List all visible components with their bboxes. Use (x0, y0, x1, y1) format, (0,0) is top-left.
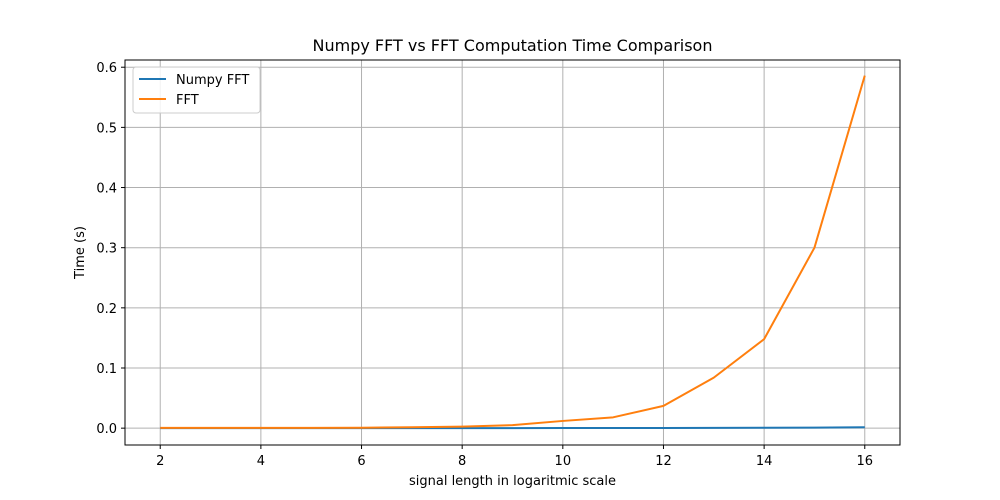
axis-ticks: 2 4 6 8 10 12 14 16 0.0 0.1 0.2 0.3 0.4 0.5 0.6 (96, 61, 873, 469)
y-axis-title: Time (s) (73, 226, 88, 280)
y-tick-label: 0.6 (96, 61, 117, 76)
x-axis-title: signal length in logaritmic scale (409, 474, 616, 489)
x-tick-label: 2 (156, 454, 164, 469)
plot-frame (124, 59, 901, 446)
legend-label-fft: FFT (176, 93, 199, 108)
y-tick-label: 0.0 (96, 422, 117, 437)
legend-label-numpy-fft: Numpy FFT (176, 73, 249, 88)
series-layer (160, 75, 866, 430)
x-tick-label: 8 (458, 454, 466, 469)
grid (125, 60, 900, 445)
y-tick-label: 0.4 (96, 182, 117, 197)
x-tick-label: 16 (856, 454, 873, 469)
y-tick-label: 0.2 (96, 302, 117, 317)
x-tick-label: 14 (756, 454, 773, 469)
x-tick-label: 12 (655, 454, 672, 469)
series-line-fft (160, 75, 866, 429)
legend: Numpy FFT FFT (132, 66, 261, 114)
x-tick-label: 10 (555, 454, 572, 469)
y-tick-label: 0.5 (96, 121, 117, 136)
y-tick-label: 0.1 (96, 362, 117, 377)
x-tick-label: 6 (357, 454, 365, 469)
chart-title: Numpy FFT vs FFT Computation Time Compar… (313, 36, 713, 55)
y-tick-label: 0.3 (96, 242, 117, 257)
x-tick-label: 4 (257, 454, 265, 469)
